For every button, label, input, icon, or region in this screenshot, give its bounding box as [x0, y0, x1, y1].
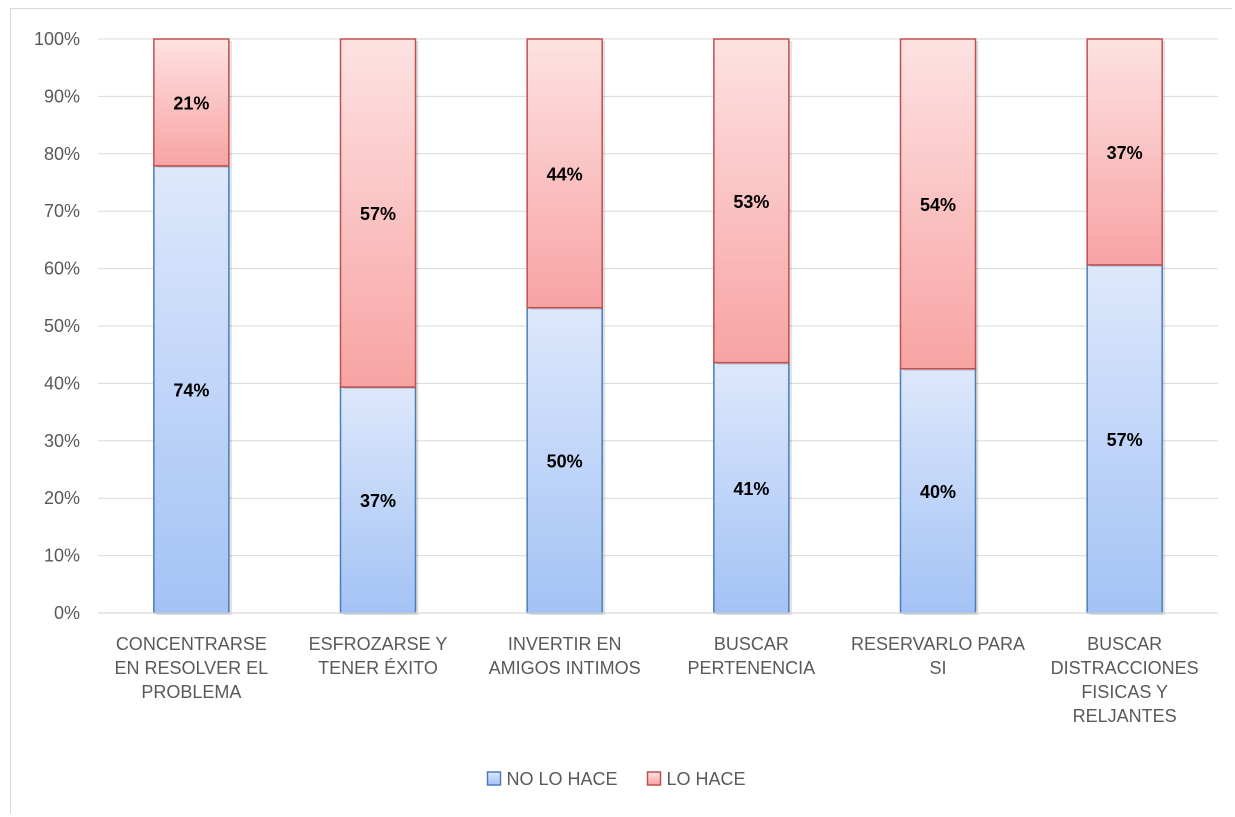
data-label: 57% [1107, 430, 1143, 450]
y-tick-label: 60% [44, 259, 80, 279]
x-category-label: RESERVARLO PARA SI [851, 634, 1025, 678]
data-label: 54% [920, 195, 956, 215]
x-category-label-line: INVERTIR EN [508, 634, 622, 654]
x-category-label-line: BUSCAR [1087, 634, 1162, 654]
y-tick-label: 40% [44, 373, 80, 393]
data-label: 40% [920, 482, 956, 502]
y-tick-label: 10% [44, 546, 80, 566]
bar-no-lo-hace [899, 367, 977, 614]
y-tick-label: 50% [44, 316, 80, 336]
x-category-label-line: FISICAS Y [1081, 682, 1168, 702]
data-label: 74% [173, 380, 209, 400]
bar-lo-hace [526, 38, 603, 309]
x-category-label: INVERTIR EN AMIGOS INTIMOS [489, 634, 641, 678]
y-tick-label: 20% [44, 488, 80, 508]
legend-swatch [486, 771, 502, 786]
data-label: 41% [733, 479, 769, 499]
data-label: 57% [360, 204, 396, 224]
y-tick-label: 90% [44, 86, 80, 106]
y-tick-label: 30% [44, 431, 80, 451]
x-category-label-line: BUSCAR [714, 634, 789, 654]
y-tick-label: 100% [34, 29, 80, 49]
legend-swatch [646, 771, 662, 786]
y-tick-label: 70% [44, 201, 80, 221]
bar-lo-hace [153, 38, 230, 167]
data-label: 37% [360, 491, 396, 511]
bar-lo-hace [1086, 38, 1163, 266]
x-category-label-line: EN RESOLVER EL [114, 658, 268, 678]
x-category-label: BUSCAR DISTRACCIONES FISICAS Y RELJANTES [1051, 634, 1199, 726]
x-category-label-line: DISTRACCIONES [1051, 658, 1199, 678]
data-label: 21% [173, 93, 209, 113]
bar-lo-hace [899, 38, 977, 370]
x-category-label-line: CONCENTRARSE [116, 634, 267, 654]
bar-no-lo-hace [526, 306, 603, 614]
x-category-label-line: SI [929, 658, 946, 678]
x-category-label-line: ESFROZARSE Y [309, 634, 448, 654]
bar-no-lo-hace [713, 361, 790, 614]
chart-frame [10, 8, 1232, 814]
x-category-label-line: AMIGOS INTIMOS [489, 658, 641, 678]
x-category-label-line: RESERVARLO PARA [851, 634, 1025, 654]
x-category-label: CONCENTRARSE EN RESOLVER EL PROBLEMA [114, 634, 268, 702]
bar-lo-hace [339, 38, 417, 388]
bar-lo-hace [713, 38, 790, 364]
data-label: 44% [547, 164, 583, 184]
x-category-label-line: TENER ÉXITO [318, 658, 438, 678]
x-category-label-line: RELJANTES [1073, 706, 1177, 726]
data-label: 53% [733, 192, 769, 212]
legend-label: LO HACE [667, 769, 746, 789]
y-tick-label: 80% [44, 144, 80, 164]
x-category-label: BUSCAR PERTENENCIA [687, 634, 815, 678]
legend-label: NO LO HACE [507, 769, 618, 789]
data-label: 50% [547, 451, 583, 471]
x-category-label: ESFROZARSE Y TENER ÉXITO [309, 634, 448, 678]
data-label: 37% [1107, 143, 1143, 163]
y-tick-label: 0% [54, 603, 80, 623]
x-category-label-line: PERTENENCIA [687, 658, 815, 678]
x-category-label-line: PROBLEMA [141, 682, 241, 702]
bar-no-lo-hace [153, 165, 230, 614]
